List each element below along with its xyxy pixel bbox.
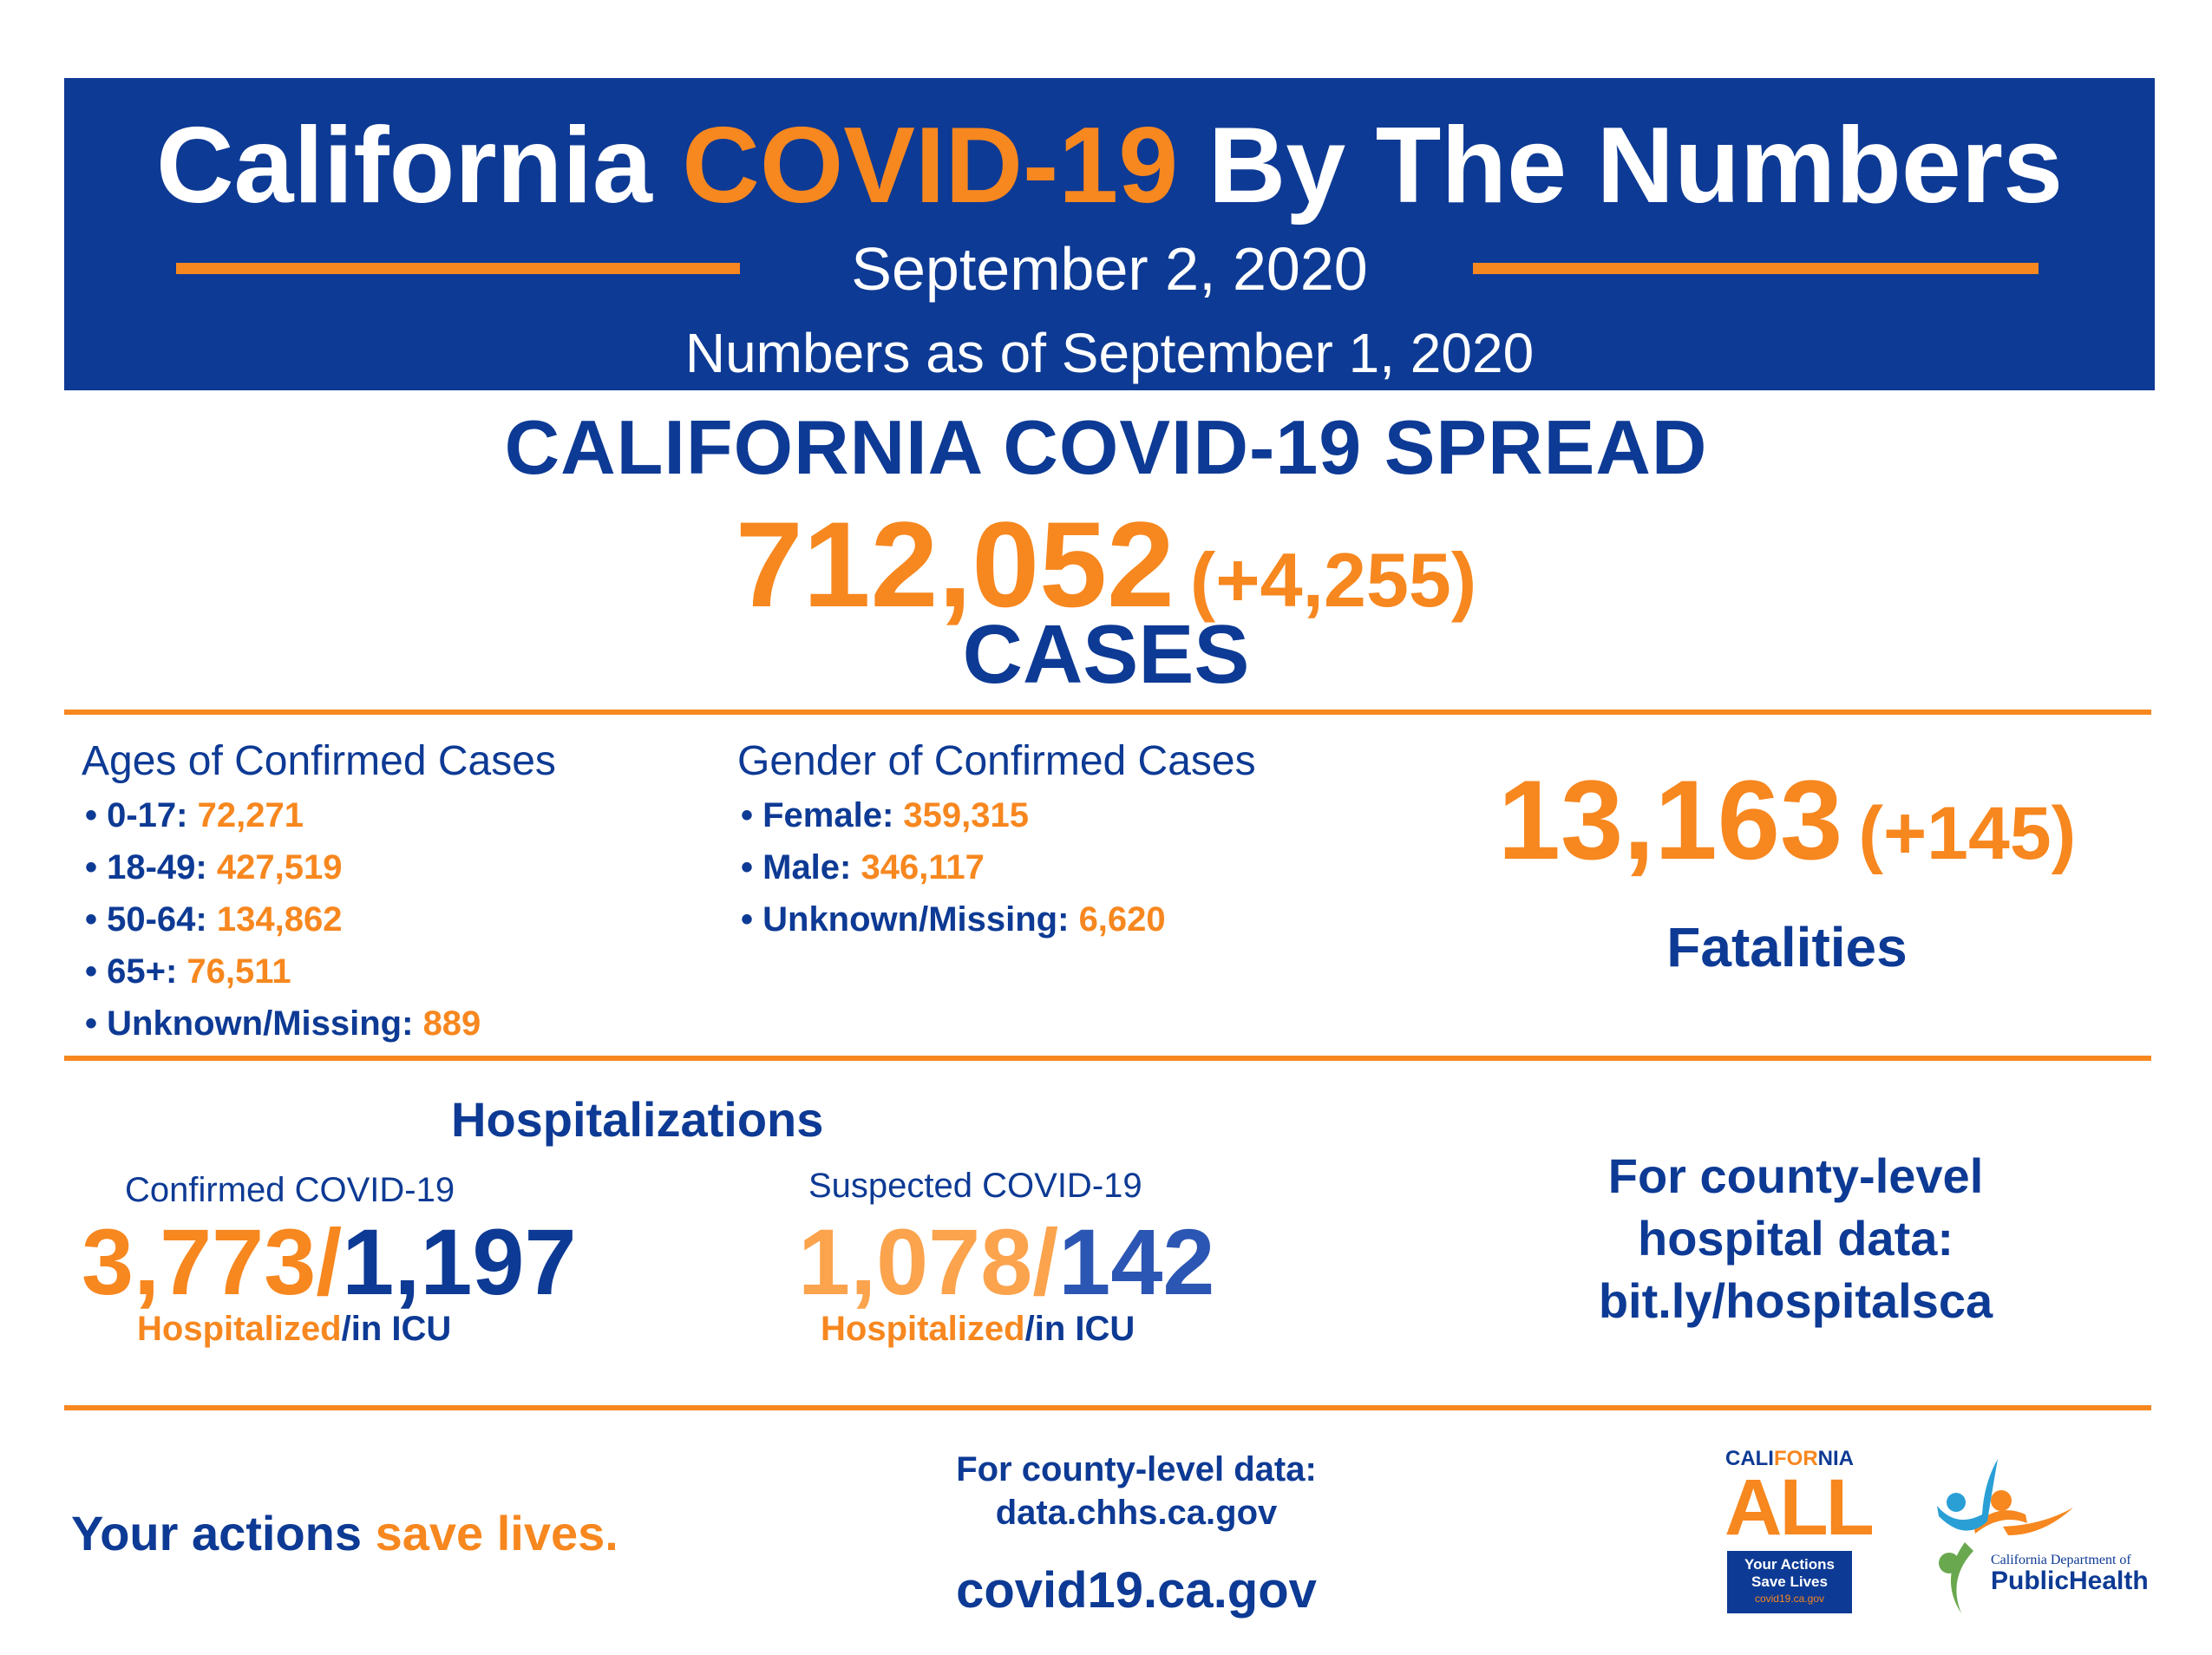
cdph-logo: California Department of PublicHealth [1930, 1449, 2156, 1622]
banner-divider-right [1473, 263, 2039, 274]
ages-heading: Ages of Confirmed Cases [82, 738, 556, 784]
confirmed-caption: Hospitalized/in ICU [137, 1310, 452, 1348]
suspected-hospitalized: 1,078/ [798, 1209, 1059, 1314]
cases-label: CASES [962, 608, 1250, 701]
total-cases-delta: (+4,255) [1189, 537, 1477, 623]
list-item: • Unknown/Missing: 6,620 [741, 900, 1166, 939]
confirmed-label: Confirmed COVID-19 [125, 1171, 455, 1209]
report-date: September 2, 2020 [851, 235, 1368, 303]
hospitals-link[interactable]: bit.ly/hospitalsca [1598, 1273, 1993, 1328]
list-item: • 50-64: 134,862 [85, 900, 343, 939]
suspected-label: Suspected COVID-19 [808, 1167, 1142, 1205]
list-item: • 18-49: 427,519 [85, 848, 343, 886]
divider-2 [64, 1056, 2151, 1061]
gender-heading: Gender of Confirmed Cases [737, 738, 1256, 784]
website-link[interactable]: covid19.ca.gov [956, 1562, 1317, 1619]
hospitalizations-title: Hospitalizations [451, 1092, 824, 1147]
suspected-icu: 142 [1058, 1209, 1215, 1314]
confirmed-icu: 1,197 [342, 1209, 577, 1314]
fatalities-value: 13,163 [1497, 756, 1843, 883]
list-item: • Unknown/Missing: 889 [85, 1004, 481, 1043]
county-data-link[interactable]: data.chhs.ca.gov [995, 1494, 1278, 1532]
banner-divider-left [176, 263, 740, 274]
fatalities-count: 13,163 (+145) [1440, 755, 2134, 885]
as-of-date: Numbers as of September 1, 2020 [684, 322, 1535, 384]
spread-title: CALIFORNIA COVID-19 SPREAD [504, 404, 1708, 490]
list-item: • 0-17: 72,271 [85, 796, 304, 834]
county-data-label: For county-level data: [956, 1450, 1317, 1488]
list-item: • Female: 359,315 [741, 796, 1030, 834]
page-title: California COVID-19 By The Numbers [155, 106, 2064, 226]
fatalities-delta: (+145) [1858, 792, 2077, 875]
suspected-caption: Hospitalized/in ICU [821, 1310, 1135, 1348]
gender-list: • Female: 359,315 • Male: 346,117 • Unkn… [741, 789, 1166, 945]
tagline: Your actions save lives. [71, 1506, 618, 1560]
confirmed-hospitalized: 3,773/ [82, 1209, 343, 1314]
county-hospital-data: For county-level hospital data: bit.ly/h… [1544, 1145, 2047, 1332]
list-item: • Male: 346,117 [741, 848, 985, 886]
ages-list: • 0-17: 72,271 • 18-49: 427,519 • 50-64:… [85, 789, 481, 1050]
list-item: • 65+: 76,511 [85, 952, 291, 991]
california-all-logo: CALIFORNIA ALL Your Actions Save Lives c… [1724, 1447, 1875, 1620]
suspected-numbers: 1,078/142 [798, 1207, 1214, 1316]
header-banner: California COVID-19 By The Numbers Septe… [64, 78, 2155, 390]
divider-3 [64, 1405, 2151, 1410]
fatalities-label: Fatalities [1666, 916, 1908, 978]
cdph-figures-icon [1937, 1459, 2073, 1613]
total-cases: 712,052 (+4,255) [0, 494, 2212, 635]
confirmed-numbers: 3,773/1,197 [82, 1207, 577, 1316]
divider-1 [64, 710, 2151, 715]
total-cases-value: 712,052 [735, 496, 1175, 632]
